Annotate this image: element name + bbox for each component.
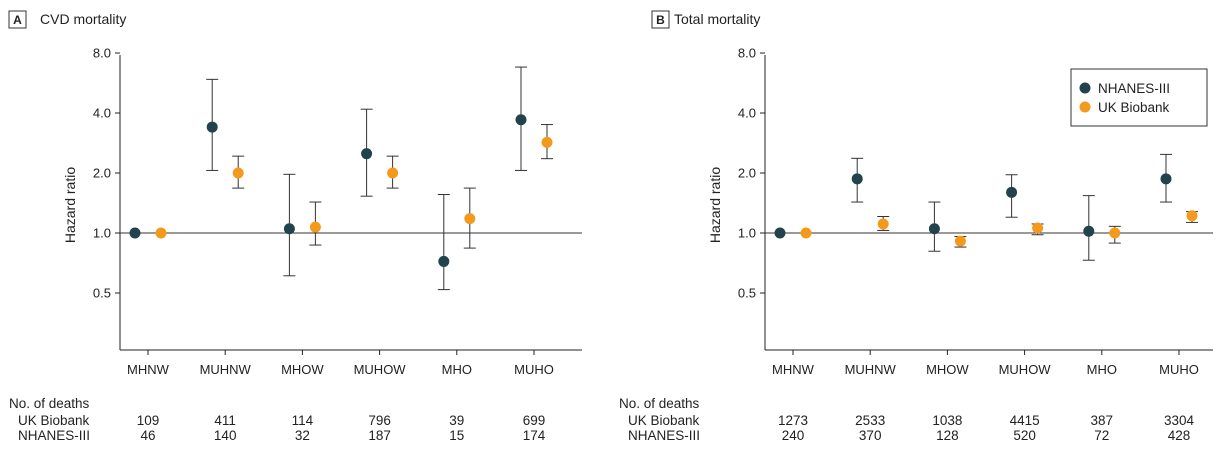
x-tick-label: MHNW <box>127 362 170 377</box>
data-point-ukbiobank <box>232 167 244 179</box>
y-tick-label: 8.0 <box>738 46 756 61</box>
x-tick-label: MHOW <box>926 362 969 377</box>
panel-label: A <box>13 13 22 27</box>
y-tick-label: 1.0 <box>738 226 756 241</box>
deaths-row-label: UK Biobank <box>18 413 90 428</box>
deaths-count: 520 <box>1013 428 1036 443</box>
data-point-ukbiobank <box>541 136 553 148</box>
deaths-count: 46 <box>140 428 155 443</box>
data-point-nhanes <box>851 173 863 185</box>
x-tick-label: MHNW <box>772 362 815 377</box>
data-point-nhanes <box>438 255 450 267</box>
deaths-count: 72 <box>1094 428 1109 443</box>
deaths-count: 387 <box>1091 413 1114 428</box>
deaths-count: 174 <box>523 428 546 443</box>
deaths-count: 32 <box>295 428 310 443</box>
y-tick-label: 1.0 <box>93 226 111 241</box>
panel-a: A CVD mortality 0.5 1.0 2.0 4.0 8.0 Hazard rati… <box>8 10 582 443</box>
deaths-count: 411 <box>214 413 236 428</box>
data-point-nhanes <box>283 223 295 235</box>
deaths-count: 114 <box>292 413 314 428</box>
x-tick-label: MHOW <box>281 362 324 377</box>
data-point-ukbiobank <box>1032 222 1044 234</box>
x-tick-label: MUHOW <box>999 362 1052 377</box>
x-tick-label: MUHO <box>514 362 554 377</box>
legend-entry: NHANES-III <box>1098 81 1170 96</box>
deaths-count: 187 <box>368 428 391 443</box>
panel-b: B Total mortality 0.5 1.0 2.0 4.0 8.0 Hazard ra… <box>619 10 1213 443</box>
x-tick-label: MUHO <box>1159 362 1199 377</box>
x-tick-label: MHO <box>442 362 472 377</box>
deaths-count: 128 <box>936 428 959 443</box>
deaths-heading: No. of deaths <box>9 396 90 411</box>
deaths-row-label: NHANES-III <box>628 428 700 443</box>
deaths-count: 796 <box>368 413 391 428</box>
deaths-count: 699 <box>523 413 546 428</box>
x-tick-label: MUHOW <box>354 362 407 377</box>
y-tick-label: 4.0 <box>738 106 756 121</box>
deaths-count: 109 <box>137 413 160 428</box>
y-tick-label: 8.0 <box>93 46 111 61</box>
panel-label: B <box>656 13 665 27</box>
data-point-ukbiobank <box>464 213 476 225</box>
legend-swatch <box>1079 82 1091 94</box>
y-tick-label: 4.0 <box>93 106 111 121</box>
data-point-nhanes <box>774 227 786 239</box>
panel-label-box <box>8 10 27 29</box>
data-point-nhanes <box>515 114 527 126</box>
panel-label-box <box>651 10 670 29</box>
deaths-count: 39 <box>449 413 464 428</box>
legend-entry: UK Biobank <box>1098 100 1170 115</box>
deaths-count: 140 <box>214 428 237 443</box>
deaths-count: 1038 <box>932 413 962 428</box>
panel-title: CVD mortality <box>40 11 126 27</box>
deaths-row-label: UK Biobank <box>628 413 700 428</box>
deaths-count: 3304 <box>1164 413 1195 428</box>
data-point-ukbiobank <box>877 218 889 230</box>
data-point-ukbiobank <box>155 227 167 239</box>
data-point-ukbiobank <box>309 221 321 233</box>
data-point-nhanes <box>361 148 373 160</box>
y-tick-label: 0.5 <box>738 286 756 301</box>
legend-box <box>1070 68 1208 127</box>
x-tick-label: MHO <box>1087 362 1117 377</box>
data-point-ukbiobank <box>1109 227 1121 239</box>
deaths-count: 240 <box>782 428 805 443</box>
data-point-nhanes <box>129 227 141 239</box>
data-point-ukbiobank <box>800 227 812 239</box>
deaths-count: 4415 <box>1010 413 1040 428</box>
x-tick-label: MUHNW <box>845 362 897 377</box>
deaths-count: 428 <box>1168 428 1191 443</box>
data-point-nhanes <box>928 223 940 235</box>
y-axis-label: Hazard ratio <box>707 167 723 243</box>
legend-swatch <box>1079 101 1091 113</box>
data-point-nhanes <box>206 121 218 133</box>
data-point-ukbiobank <box>1186 210 1198 222</box>
data-point-nhanes <box>1160 173 1172 185</box>
deaths-count: 2533 <box>855 413 885 428</box>
y-axis-label: Hazard ratio <box>62 167 78 243</box>
deaths-heading: No. of deaths <box>619 396 700 411</box>
deaths-row-label: NHANES-III <box>18 428 90 443</box>
data-point-nhanes <box>1006 186 1018 198</box>
y-tick-label: 0.5 <box>93 286 111 301</box>
deaths-count: 370 <box>859 428 882 443</box>
data-point-ukbiobank <box>387 167 399 179</box>
x-tick-label: MUHNW <box>200 362 252 377</box>
y-tick-label: 2.0 <box>738 166 756 181</box>
deaths-count: 15 <box>449 428 464 443</box>
data-point-nhanes <box>1083 225 1095 237</box>
data-point-ukbiobank <box>954 235 966 247</box>
y-tick-label: 2.0 <box>93 166 111 181</box>
deaths-count: 1273 <box>778 413 808 428</box>
panel-title: Total mortality <box>674 11 760 27</box>
